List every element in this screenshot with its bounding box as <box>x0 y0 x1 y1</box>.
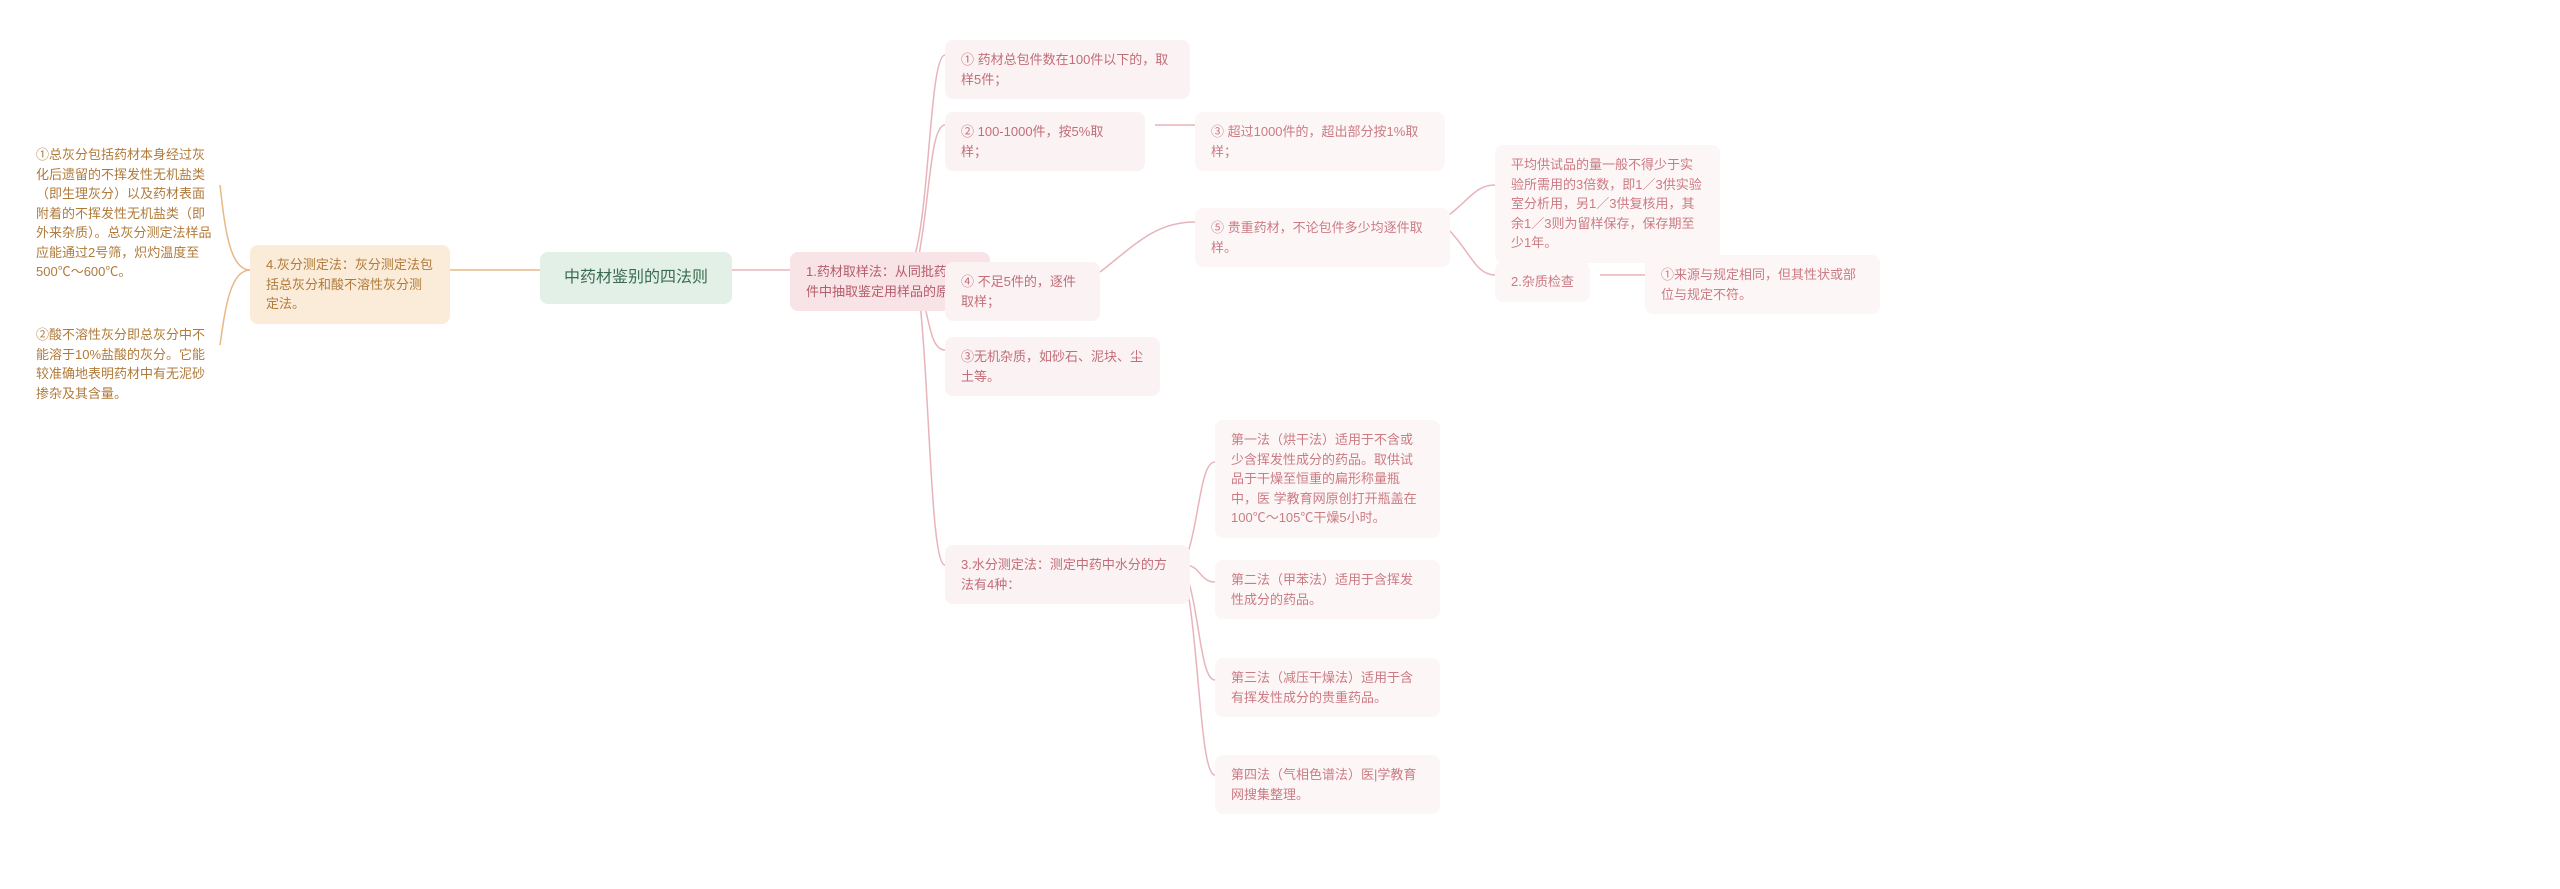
node-precious: ⑤ 贵重药材，不论包件多少均逐件取样。 <box>1195 208 1450 267</box>
node-impurity-source: ①来源与规定相同，但其性状或部位与规定不符。 <box>1645 255 1880 314</box>
node-ash-law: 4.灰分测定法：灰分测定法包括总灰分和酸不溶性灰分测定法。 <box>250 245 450 324</box>
node-ash-acid: ②酸不溶性灰分即总灰分中不能溶于10%盐酸的灰分。它能较准确地表明药材中有无泥砂… <box>20 315 230 413</box>
node-under100: ① 药材总包件数在100件以下的，取样5件； <box>945 40 1190 99</box>
center-topic: 中药材鉴别的四法则 <box>540 252 732 304</box>
node-ash-total: ①总灰分包括药材本身经过灰化后遗留的不挥发性无机盐类（即生理灰分）以及药材表面附… <box>20 135 230 292</box>
node-water: 3.水分测定法：测定中药中水分的方法有4种： <box>945 545 1190 604</box>
node-sample-amount: 平均供试品的量一般不得少于实验所需用的3倍数，即1／3供实验室分析用，另1／3供… <box>1495 145 1720 263</box>
node-inorganic: ③无机杂质，如砂石、泥块、尘土等。 <box>945 337 1160 396</box>
node-impurity-check: 2.杂质检查 <box>1495 262 1590 302</box>
node-water-m2: 第二法（甲苯法）适用于含挥发性成分的药品。 <box>1215 560 1440 619</box>
node-100-1000: ② 100-1000件，按5%取样； <box>945 112 1145 171</box>
node-water-m1: 第一法（烘干法）适用于不含或少含挥发性成分的药品。取供试品于干燥至恒重的扁形称量… <box>1215 420 1440 538</box>
node-over1000: ③ 超过1000件的，超出部分按1%取样； <box>1195 112 1445 171</box>
node-under5: ④ 不足5件的，逐件取样； <box>945 262 1100 321</box>
node-water-m4: 第四法（气相色谱法）医|学教育网搜集整理。 <box>1215 755 1440 814</box>
node-water-m3: 第三法（减压干燥法）适用于含有挥发性成分的贵重药品。 <box>1215 658 1440 717</box>
